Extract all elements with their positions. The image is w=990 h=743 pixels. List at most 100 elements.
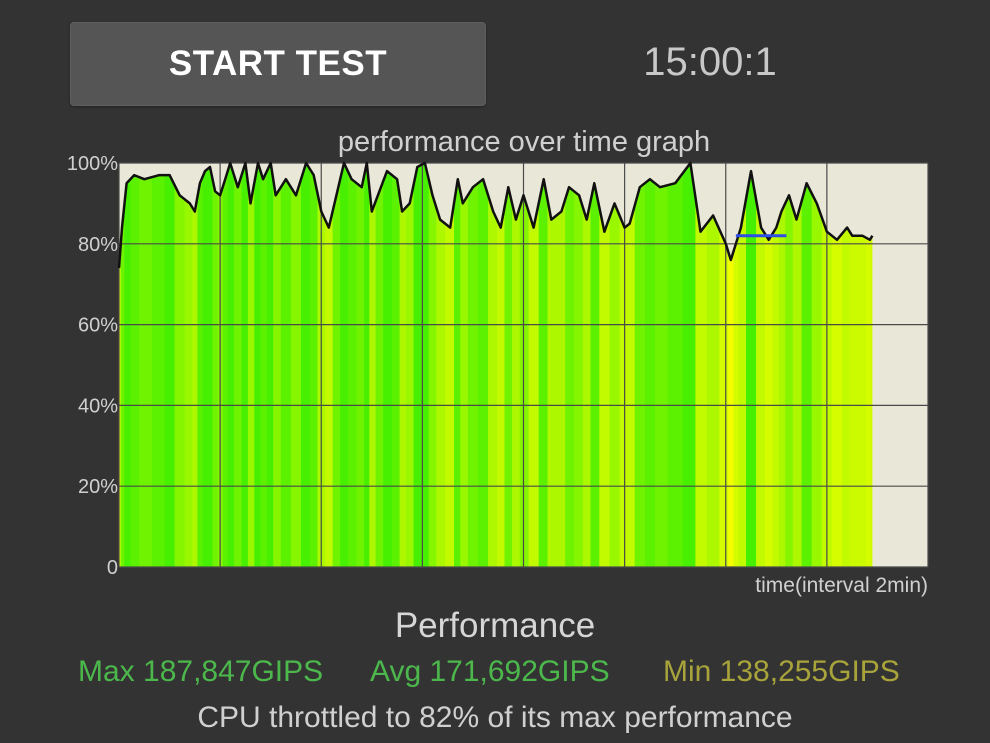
- fill-stripe: [207, 163, 214, 567]
- fill-stripe: [222, 163, 229, 567]
- fill-stripe: [467, 163, 479, 567]
- fill-stripe: [512, 163, 521, 567]
- max-stat: Max 187,847GIPS: [78, 655, 324, 688]
- fill-stripe: [375, 163, 384, 567]
- fill-stripe: [392, 163, 401, 567]
- fill-stripe: [325, 163, 334, 567]
- fill-stripe: [421, 163, 430, 567]
- fill-stripe: [280, 163, 292, 567]
- fill-stripe: [266, 163, 274, 567]
- fill-stripe: [174, 163, 186, 567]
- fill-stripe: [478, 163, 489, 567]
- fill-stripe: [627, 163, 636, 567]
- fill-stripe: [164, 163, 176, 567]
- fill-stripe: [695, 163, 708, 567]
- fill-stripe: [590, 163, 600, 567]
- fill-stripe: [347, 163, 358, 567]
- fill-stripe: [574, 163, 584, 567]
- y-tick-label: 100%: [67, 153, 118, 175]
- fill-stripe: [504, 163, 513, 567]
- fill-stripe: [497, 163, 506, 567]
- fill-stripe: [644, 163, 656, 567]
- timer-display: 15:00:1: [643, 40, 777, 84]
- fill-stripe: [436, 163, 446, 567]
- fill-stripe: [428, 163, 437, 567]
- fill-stripe: [738, 163, 747, 567]
- fill-stripe: [719, 163, 729, 567]
- fill-stripe: [801, 163, 813, 567]
- fill-stripe: [528, 163, 540, 567]
- fill-stripe: [871, 163, 873, 567]
- performance-line: [117, 161, 874, 269]
- fill-stripe: [849, 163, 856, 567]
- fill-stripe: [519, 163, 530, 567]
- fill-stripe: [309, 163, 319, 567]
- fill-stripe: [756, 163, 766, 567]
- fill-stripe: [609, 163, 621, 567]
- min-stat: Min 138,255GIPS: [663, 655, 900, 688]
- performance-fill: [119, 163, 873, 567]
- fill-stripe: [364, 163, 370, 567]
- fill-stripe: [682, 163, 696, 567]
- fill-stripe: [811, 163, 823, 567]
- start-test-button[interactable]: START TEST: [70, 22, 486, 106]
- fill-stripe: [202, 163, 209, 567]
- fill-stripe: [866, 163, 872, 567]
- fill-stripe: [831, 163, 843, 567]
- fill-stripe: [772, 163, 780, 567]
- fill-stripe: [733, 163, 739, 567]
- fill-stripe: [332, 163, 341, 567]
- fill-stripe: [859, 163, 867, 567]
- y-axis-ticks: 0 20% 40% 60% 80% 100%: [67, 153, 118, 579]
- fill-stripe: [582, 163, 592, 567]
- fill-stripe: [565, 163, 575, 567]
- fill-stripe: [301, 163, 311, 567]
- fill-stripe: [254, 163, 262, 567]
- fill-stripe: [538, 163, 549, 567]
- fill-stripe: [413, 163, 422, 567]
- performance-title: Performance: [394, 606, 596, 645]
- fill-stripe: [119, 163, 122, 567]
- fill-stripe: [454, 163, 461, 567]
- fill-stripe: [227, 163, 235, 567]
- x-axis-label: time(interval 2min): [755, 574, 928, 597]
- chart-title: performance over time graph: [337, 126, 711, 158]
- y-tick-label: 80%: [78, 234, 118, 256]
- chart-grid: [118, 162, 929, 568]
- fill-stripe: [634, 163, 646, 567]
- fill-stripe: [445, 163, 455, 567]
- fill-stripe: [184, 163, 193, 567]
- stats-row: Max 187,847GIPS Avg 171,692GIPS Min 138,…: [0, 655, 990, 695]
- fill-stripe: [130, 163, 140, 567]
- fill-stripe: [778, 163, 786, 567]
- avg-stat: Avg 171,692GIPS: [370, 655, 610, 688]
- fill-stripe: [273, 163, 282, 567]
- fill-stripe: [405, 163, 415, 567]
- fill-stripe: [655, 163, 669, 567]
- fill-stripe: [340, 163, 349, 567]
- fill-stripe: [785, 163, 794, 567]
- performance-chart: 0 20% 40% 60% 80% 100% time(interval 2min): [67, 153, 929, 597]
- fill-stripe: [854, 163, 861, 567]
- fill-stripe: [356, 163, 365, 567]
- fill-stripe: [488, 163, 498, 567]
- fill-stripe: [399, 163, 407, 567]
- fill-stripe: [241, 163, 249, 567]
- fill-stripe: [619, 163, 628, 567]
- fill-stripe: [556, 163, 566, 567]
- fill-stripe: [120, 163, 125, 567]
- fill-stripe: [369, 163, 377, 567]
- fill-stripe: [234, 163, 243, 567]
- fill-stripe: [728, 163, 734, 567]
- y-tick-label: 60%: [78, 315, 118, 337]
- fill-stripe: [260, 163, 268, 567]
- fill-stripe: [197, 163, 204, 567]
- fill-stripe: [842, 163, 851, 567]
- fill-stripe: [139, 163, 153, 567]
- throttle-summary: CPU throttled to 82% of its max performa…: [197, 701, 793, 734]
- fill-stripe: [547, 163, 557, 567]
- fill-stripe: [764, 163, 774, 567]
- fill-stripe: [599, 163, 610, 567]
- y-tick-label: 0: [107, 557, 118, 579]
- fill-stripe: [383, 163, 393, 567]
